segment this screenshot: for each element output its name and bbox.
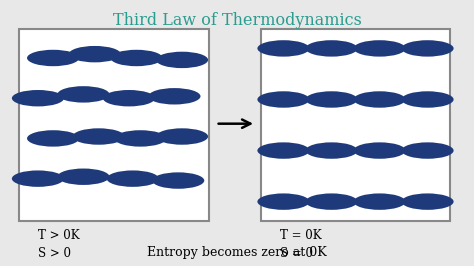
Ellipse shape xyxy=(12,90,64,106)
Ellipse shape xyxy=(156,52,208,68)
Ellipse shape xyxy=(103,90,155,106)
Ellipse shape xyxy=(354,142,406,159)
Ellipse shape xyxy=(152,172,204,189)
Ellipse shape xyxy=(305,193,357,210)
Ellipse shape xyxy=(257,193,310,210)
Ellipse shape xyxy=(401,142,454,159)
Ellipse shape xyxy=(354,193,406,210)
Bar xyxy=(261,29,450,221)
Ellipse shape xyxy=(305,91,357,108)
Ellipse shape xyxy=(401,193,454,210)
Ellipse shape xyxy=(156,128,208,145)
Ellipse shape xyxy=(257,142,310,159)
Ellipse shape xyxy=(12,171,64,187)
Ellipse shape xyxy=(401,91,454,108)
Bar xyxy=(19,29,209,221)
Ellipse shape xyxy=(354,40,406,57)
Text: Third Law of Thermodynamics: Third Law of Thermodynamics xyxy=(112,12,362,29)
Ellipse shape xyxy=(305,40,357,57)
Ellipse shape xyxy=(110,50,163,66)
Text: T > 0K: T > 0K xyxy=(38,229,80,242)
Ellipse shape xyxy=(354,91,406,108)
Text: Entropy becomes zero at 0K: Entropy becomes zero at 0K xyxy=(147,246,327,259)
Ellipse shape xyxy=(257,40,310,57)
Ellipse shape xyxy=(27,50,79,66)
Ellipse shape xyxy=(69,46,121,62)
Ellipse shape xyxy=(305,142,357,159)
Ellipse shape xyxy=(148,88,201,105)
Ellipse shape xyxy=(57,86,109,103)
Ellipse shape xyxy=(73,128,125,145)
Ellipse shape xyxy=(114,130,166,147)
Text: S = 0: S = 0 xyxy=(280,247,313,260)
Ellipse shape xyxy=(27,130,79,147)
Ellipse shape xyxy=(257,91,310,108)
Ellipse shape xyxy=(107,171,159,187)
Text: T = 0K: T = 0K xyxy=(280,229,321,242)
Text: S > 0: S > 0 xyxy=(38,247,71,260)
Ellipse shape xyxy=(401,40,454,57)
Ellipse shape xyxy=(57,169,109,185)
